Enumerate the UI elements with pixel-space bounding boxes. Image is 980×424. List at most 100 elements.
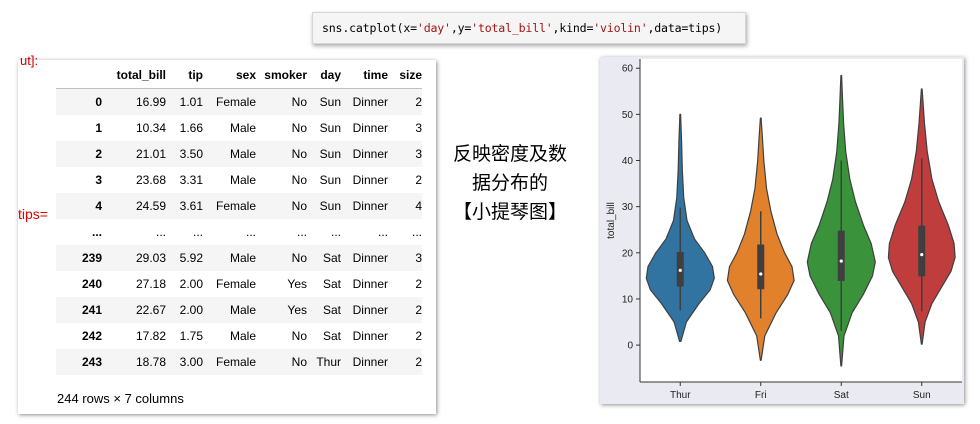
row-index: 4 [95, 199, 102, 213]
table-cell: 2.00 [179, 303, 203, 317]
table-cell: Male [229, 251, 256, 265]
table-cell: ... [377, 225, 388, 239]
table-cell: Male [229, 121, 256, 135]
row-index: 2 [95, 147, 102, 161]
table-cell: 10.34 [135, 121, 166, 135]
table-cell: 17.82 [135, 329, 166, 343]
table-cell: Sat [322, 251, 341, 265]
code-line: sns.catplot(x='day',y='total_bill',kind=… [322, 21, 722, 35]
caption-line-2: 据分布的 [471, 172, 548, 194]
code-suffix: ,data=tips) [647, 21, 723, 35]
table-cell: ... [296, 225, 307, 239]
table-cell: Female [215, 199, 256, 213]
code-kind-sep: ,kind= [552, 21, 594, 35]
iqr-box-sun [918, 225, 926, 277]
out-prompt-fragment: ut]: [20, 53, 39, 68]
table-row: 1 10.34 1.66 Male No Sun Dinner 3 [56, 115, 422, 141]
table-cell: Dinner [352, 121, 388, 135]
table-cell: 3 [415, 251, 422, 265]
table-cell: 3 [415, 147, 422, 161]
caption-line-1: 反映密度及数 [452, 143, 567, 165]
column-header: size [388, 62, 422, 89]
caption-line-3: 【小提琴图】 [452, 201, 567, 223]
table-cell: Dinner [352, 147, 388, 161]
iqr-box-fri [757, 244, 765, 290]
row-index: 242 [81, 329, 102, 343]
column-header: sex [203, 62, 256, 89]
table-cell: ... [245, 225, 256, 239]
table-cell: 23.68 [135, 173, 166, 187]
y-axis-label: total_bill [606, 202, 617, 239]
x-tick-label: Sat [834, 390, 849, 401]
table-cell: 16.99 [135, 95, 166, 109]
table-cell: 3.50 [179, 147, 203, 161]
table-cell: 2 [415, 303, 422, 317]
row-index: 239 [81, 251, 102, 265]
y-tick-label: 10 [622, 294, 634, 305]
table-header-row: total_bill tip sex smoker day time size [56, 62, 422, 89]
table-cell: 3.31 [179, 173, 203, 187]
table-row: 242 17.82 1.75 Male No Sat Dinner 2 [56, 323, 422, 349]
table-cell: 1.75 [179, 329, 203, 343]
table-cell: Dinner [352, 277, 388, 291]
table-cell: 24.59 [135, 199, 166, 213]
y-tick-label: 0 [627, 341, 633, 352]
table-cell: Yes [287, 303, 307, 317]
median-dot-sun [920, 253, 924, 257]
column-header: time [341, 62, 388, 89]
table-cell: 2 [415, 173, 422, 187]
row-count-text: 244 rows × 7 columns [57, 391, 184, 406]
table-cell: ... [411, 225, 422, 239]
table-body: 0 16.99 1.01 Female No Sun Dinner 2 1 10.34 1.66 Ma… [56, 88, 422, 375]
table-cell: Sat [322, 329, 341, 343]
row-index: 0 [95, 95, 102, 109]
row-index: 240 [81, 277, 102, 291]
table-cell: 22.67 [135, 303, 166, 317]
index-header [56, 62, 102, 89]
median-dot-sat [839, 259, 843, 263]
table-cell: 2 [415, 277, 422, 291]
table-cell: Dinner [352, 355, 388, 369]
table-cell: Dinner [352, 251, 388, 265]
table-cell: No [291, 355, 307, 369]
table-cell: 2 [415, 95, 422, 109]
table-cell: ... [330, 225, 341, 239]
code-x-arg: 'day' [416, 21, 451, 35]
table-row: 4 24.59 3.61 Female No Sun Dinner 4 [56, 193, 422, 219]
row-index: 241 [81, 303, 102, 317]
violin-chart-panel: 0 10 20 30 40 50 60 total_bill Thur Fri Sat Sun [600, 57, 964, 404]
table-cell: Dinner [352, 173, 388, 187]
table-cell: Male [229, 329, 256, 343]
table-cell: Dinner [352, 95, 388, 109]
code-cell[interactable]: sns.catplot(x='day',y='total_bill',kind=… [312, 12, 746, 44]
table-cell: 2 [415, 355, 422, 369]
table-cell: No [291, 121, 307, 135]
row-index: 3 [95, 173, 102, 187]
table-row: 2 21.01 3.50 Male No Sun Dinner 3 [56, 141, 422, 167]
violin-chart: 0 10 20 30 40 50 60 total_bill Thur Fri Sat Sun [606, 59, 962, 401]
table-cell: No [291, 95, 307, 109]
column-header: tip [166, 62, 203, 89]
table-cell: No [291, 329, 307, 343]
table-cell: 2 [415, 329, 422, 343]
table-cell: No [291, 251, 307, 265]
code-y-sep: ,y= [450, 21, 472, 35]
table-cell: 4 [415, 199, 422, 213]
table-cell: No [291, 147, 307, 161]
table-cell: Yes [287, 277, 307, 291]
table-cell: 21.01 [135, 147, 166, 161]
code-kind-arg: 'violin' [593, 21, 648, 35]
y-tick-label: 40 [622, 156, 634, 167]
table-cell: Female [215, 95, 256, 109]
row-index: ... [91, 225, 102, 239]
table-row: 0 16.99 1.01 Female No Sun Dinner 2 [56, 88, 422, 115]
table-cell: Sun [319, 95, 341, 109]
table-cell: ... [192, 225, 203, 239]
table-row: 240 27.18 2.00 Female Yes Sat Dinner 2 [56, 271, 422, 297]
table-cell: No [291, 199, 307, 213]
x-tick-label: Thur [670, 390, 691, 401]
code-prefix: sns.catplot(x= [322, 21, 417, 35]
table-cell: Female [215, 355, 256, 369]
table-cell: 18.78 [135, 355, 166, 369]
x-tick-label: Fri [755, 390, 767, 401]
